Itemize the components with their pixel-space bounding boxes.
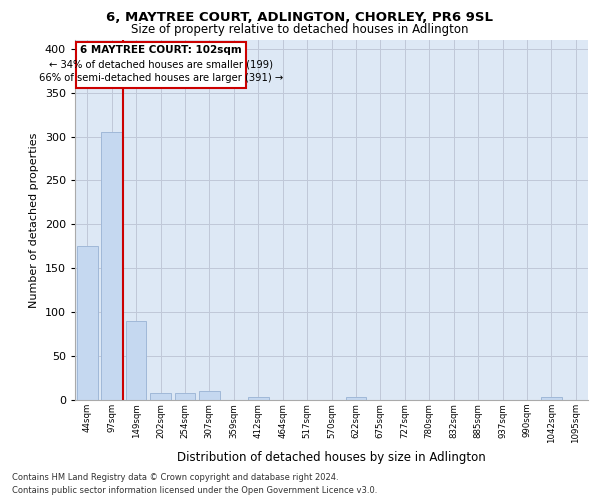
Text: 6, MAYTREE COURT, ADLINGTON, CHORLEY, PR6 9SL: 6, MAYTREE COURT, ADLINGTON, CHORLEY, PR… — [107, 11, 493, 24]
Bar — [346, 398, 367, 400]
Bar — [125, 321, 146, 400]
Text: 66% of semi-detached houses are larger (391) →: 66% of semi-detached houses are larger (… — [39, 74, 283, 84]
Text: Contains public sector information licensed under the Open Government Licence v3: Contains public sector information licen… — [12, 486, 377, 495]
Y-axis label: Number of detached properties: Number of detached properties — [29, 132, 39, 308]
Bar — [175, 393, 196, 400]
Bar — [248, 398, 269, 400]
Bar — [101, 132, 122, 400]
X-axis label: Distribution of detached houses by size in Adlington: Distribution of detached houses by size … — [177, 452, 486, 464]
Text: Contains HM Land Registry data © Crown copyright and database right 2024.: Contains HM Land Registry data © Crown c… — [12, 472, 338, 482]
FancyBboxPatch shape — [76, 42, 246, 88]
Bar — [541, 398, 562, 400]
Bar — [77, 246, 98, 400]
Text: ← 34% of detached houses are smaller (199): ← 34% of detached houses are smaller (19… — [49, 60, 273, 70]
Text: 6 MAYTREE COURT: 102sqm: 6 MAYTREE COURT: 102sqm — [80, 46, 242, 56]
Text: Size of property relative to detached houses in Adlington: Size of property relative to detached ho… — [131, 22, 469, 36]
Bar — [199, 391, 220, 400]
Bar — [150, 393, 171, 400]
